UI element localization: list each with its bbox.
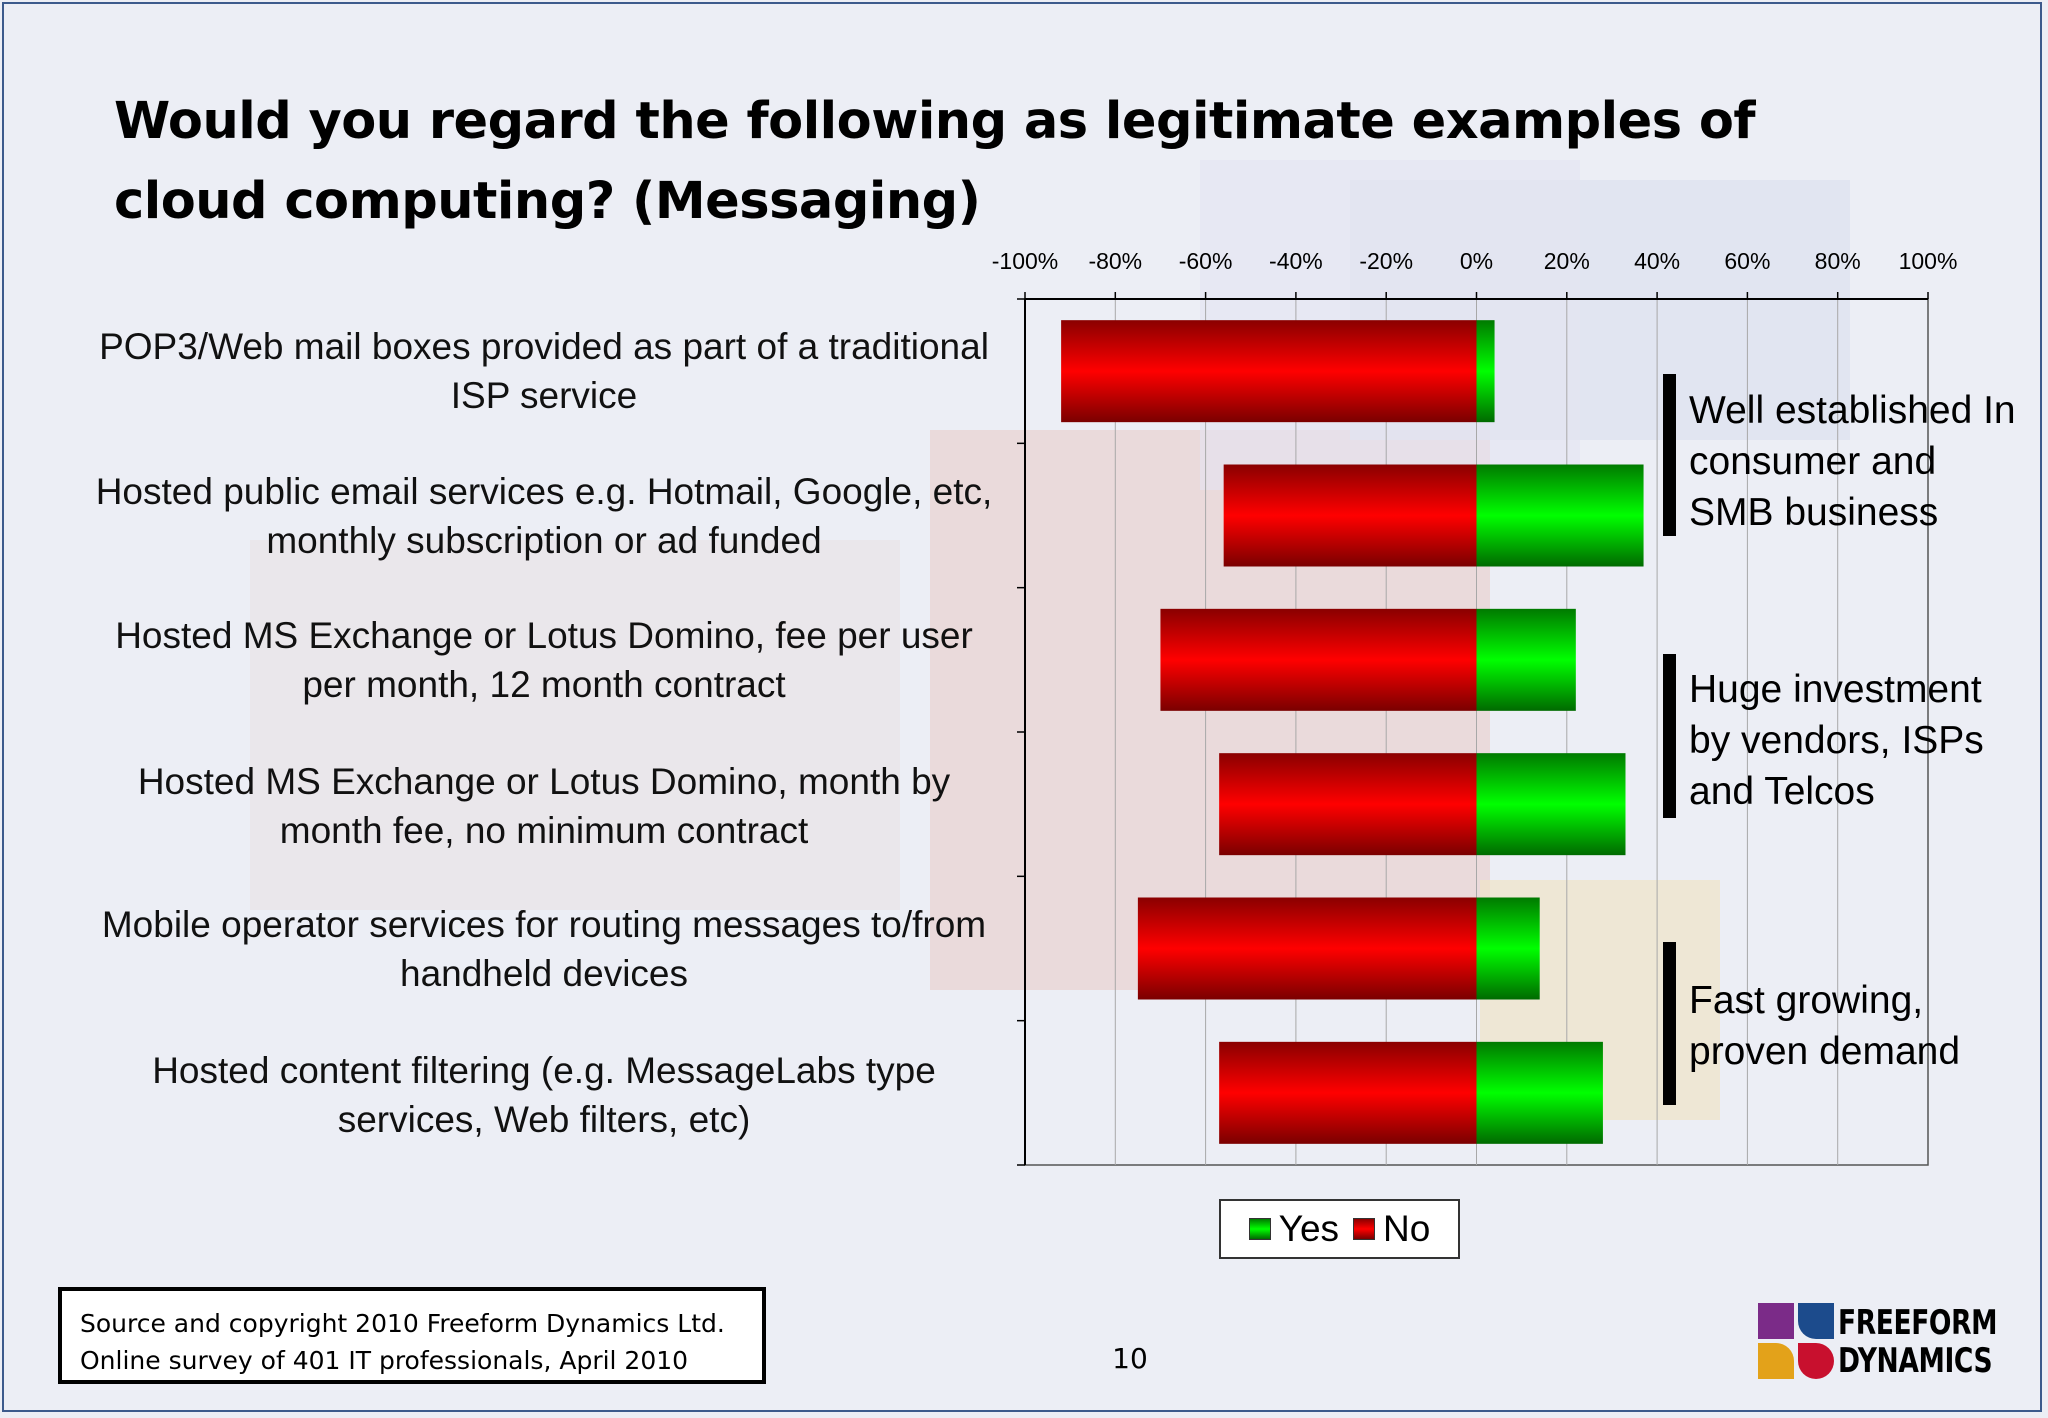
bar-no	[1137, 897, 1477, 1000]
annotation-text: Well established In consumer and SMB bus…	[1689, 389, 2016, 534]
category-label: Hosted content filtering (e.g. MessageLa…	[152, 1050, 936, 1140]
x-tick-label: 60%	[1724, 248, 1770, 274]
legend-label-yes: Yes	[1278, 1208, 1340, 1249]
bar-no	[1160, 608, 1477, 711]
source-line: Online survey of 401 IT professionals, A…	[80, 1346, 689, 1375]
legend-item-no: No	[1353, 1208, 1430, 1250]
category-label: Mobile operator services for routing mes…	[101, 904, 987, 994]
x-tick-label: 40%	[1634, 248, 1680, 274]
x-tick-label: -80%	[1088, 248, 1142, 274]
chart-legend: Yes No	[1219, 1199, 1460, 1259]
x-tick-label: 0%	[1460, 248, 1493, 274]
annotation-text: Huge investment by vendors, ISPs and Tel…	[1689, 668, 1984, 813]
x-tick-label: 20%	[1544, 248, 1590, 274]
page-number: 10	[1112, 1342, 1148, 1375]
x-tick-label: 100%	[1899, 248, 1958, 274]
annotation-bracket	[1663, 374, 1676, 536]
bar-no	[1223, 464, 1477, 567]
x-tick-label: 80%	[1815, 248, 1861, 274]
logo-text-dynamics: DYNAMICS	[1838, 1341, 1993, 1381]
freeform-dynamics-logo	[1758, 1303, 1834, 1379]
category-label: Hosted public email services e.g. Hotmai…	[95, 471, 993, 561]
x-tick-label: -20%	[1359, 248, 1413, 274]
annotation-bracket	[1663, 654, 1676, 818]
bar-yes	[1476, 897, 1540, 1000]
bar-no	[1219, 753, 1477, 856]
x-tick-label: -100%	[992, 248, 1058, 274]
source-line: Source and copyright 2010 Freeform Dynam…	[80, 1309, 725, 1338]
annotation-bracket	[1663, 942, 1676, 1105]
source-box: Source and copyright 2010 Freeform Dynam…	[58, 1287, 766, 1384]
legend-item-yes: Yes	[1248, 1208, 1340, 1250]
bar-yes	[1476, 608, 1576, 711]
logo-text-freeform: FREEFORM	[1838, 1303, 1998, 1343]
bar-yes	[1476, 1041, 1603, 1144]
bar-no	[1219, 1041, 1477, 1144]
bar-yes	[1476, 464, 1644, 567]
slide-title: Would you regard the following as legiti…	[114, 92, 1756, 231]
bar-yes	[1476, 753, 1626, 856]
bar-no	[1061, 320, 1477, 423]
legend-swatch-yes	[1248, 1218, 1271, 1240]
x-tick-label: -40%	[1269, 248, 1323, 274]
category-label: Hosted MS Exchange or Lotus Domino, fee …	[115, 615, 973, 705]
x-tick-label: -60%	[1179, 248, 1233, 274]
legend-swatch-no	[1353, 1218, 1376, 1240]
bar-yes	[1476, 320, 1495, 423]
category-label: POP3/Web mail boxes provided as part of …	[99, 326, 989, 416]
legend-label-no: No	[1383, 1208, 1431, 1249]
annotation-text: Fast growing, proven demand	[1689, 979, 1961, 1073]
category-label: Hosted MS Exchange or Lotus Domino, mont…	[137, 761, 951, 851]
